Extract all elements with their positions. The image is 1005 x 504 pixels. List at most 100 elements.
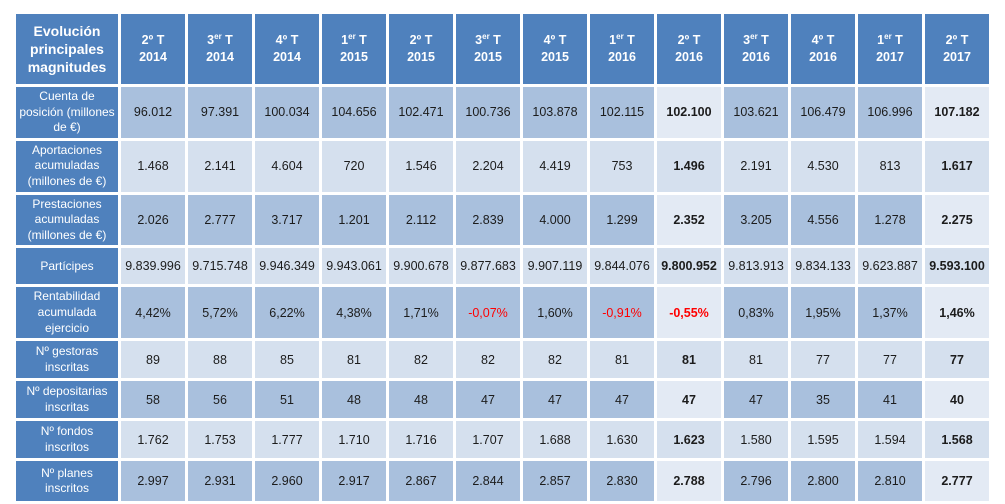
quarter-t-label: T: [424, 32, 433, 47]
table-cell: 106.996: [858, 87, 922, 138]
table-cell: 2.867: [389, 461, 453, 502]
table-row: Aportaciones acumuladas (millones de €) 1…: [16, 140, 989, 192]
table-cell: 9.623.887: [858, 248, 922, 285]
column-header: 2º T 2016: [657, 14, 721, 84]
quarter-t-label: T: [558, 32, 567, 47]
quarter-year: 2016: [675, 50, 703, 64]
row-label: Nº depositarias inscritas: [16, 381, 118, 419]
table-cell: 720: [322, 140, 386, 192]
quarter-ordinal: º: [416, 32, 422, 47]
table-cell: 2.275: [925, 194, 989, 246]
table-cell: 77: [925, 341, 989, 379]
table-cell: 1.762: [121, 421, 185, 459]
quarter-t-label: T: [627, 32, 635, 47]
table-cell: 9.813.913: [724, 248, 788, 285]
table-cell: 9.907.119: [523, 248, 587, 285]
table-cell: 1,37%: [858, 287, 922, 339]
table-cell: 9.943.061: [322, 248, 386, 285]
quarter-ordinal: er: [214, 31, 222, 41]
table-cell: 56: [188, 381, 252, 419]
table-cell: 102.115: [590, 87, 654, 138]
quarter-number: 2: [141, 32, 149, 47]
table-cell: 1.595: [791, 421, 855, 459]
table-row: Nº gestoras inscritas 89 88 85 81 82 82 82 81 81 8…: [16, 341, 989, 379]
quarter-number: 2: [409, 32, 417, 47]
table-cell: 1.496: [657, 140, 721, 192]
table-cell: 2.844: [456, 461, 520, 502]
table-cell: 1.468: [121, 140, 185, 192]
table-cell: 9.800.952: [657, 248, 721, 285]
row-label: Aportaciones acumuladas (millones de €): [16, 140, 118, 192]
table-cell: 9.834.133: [791, 248, 855, 285]
quarter-year: 2016: [608, 50, 636, 64]
table-cell: 88: [188, 341, 252, 379]
table-cell: 47: [590, 381, 654, 419]
quarter-number: 3: [743, 32, 751, 47]
quarter-t-label: T: [761, 32, 769, 47]
quarter-year: 2015: [474, 50, 502, 64]
table-cell: 103.878: [523, 87, 587, 138]
quarter-t-label: T: [960, 32, 969, 47]
table-cell: 1,95%: [791, 287, 855, 339]
table-cell: 6,22%: [255, 287, 319, 339]
table-cell: 81: [724, 341, 788, 379]
table-cell: 82: [523, 341, 587, 379]
quarter-number: 4: [275, 32, 283, 47]
quarter-number: 2: [945, 32, 953, 47]
table-row: Cuenta de posición (millones de €) 96.012…: [16, 87, 989, 138]
table-cell: 1.580: [724, 421, 788, 459]
table-cell: 9.946.349: [255, 248, 319, 285]
table-cell: 47: [456, 381, 520, 419]
table-cell: 2.141: [188, 140, 252, 192]
row-label: Cuenta de posición (millones de €): [16, 87, 118, 138]
table-cell: 1.630: [590, 421, 654, 459]
table-cell: 82: [389, 341, 453, 379]
table-cell: 1.568: [925, 421, 989, 459]
table-cell: 2.191: [724, 140, 788, 192]
table-cell: 813: [858, 140, 922, 192]
column-header: 2º T 2014: [121, 14, 185, 84]
row-label: Nº gestoras inscritas: [16, 341, 118, 379]
table-cell: 2.796: [724, 461, 788, 502]
quarter-t-label: T: [692, 32, 701, 47]
table-cell: 77: [791, 341, 855, 379]
quarter-ordinal: º: [952, 32, 958, 47]
table-cell: 2.960: [255, 461, 319, 502]
table-cell: 100.034: [255, 87, 319, 138]
table-cell: 9.877.683: [456, 248, 520, 285]
table-cell: 1,60%: [523, 287, 587, 339]
table-cell: 96.012: [121, 87, 185, 138]
table-row: Rentabilidad acumulada ejercicio 4,42% 5,7…: [16, 287, 989, 339]
table-cell: 2.777: [925, 461, 989, 502]
table-cell: 9.844.076: [590, 248, 654, 285]
table-cell: 51: [255, 381, 319, 419]
quarter-ordinal: º: [282, 32, 288, 47]
table-cell: 1.753: [188, 421, 252, 459]
column-header: 2º T 2015: [389, 14, 453, 84]
table-cell: 104.656: [322, 87, 386, 138]
table-cell: 2.352: [657, 194, 721, 246]
table-row: Nº fondos inscritos 1.762 1.753 1.777 1.710 1…: [16, 421, 989, 459]
table-cell: 2.857: [523, 461, 587, 502]
quarter-year: 2017: [876, 50, 904, 64]
table-head: Evolución principales magnitudes 2º T 201…: [16, 14, 989, 84]
table-cell: 4.530: [791, 140, 855, 192]
table-cell: 81: [322, 341, 386, 379]
table-cell: 2.839: [456, 194, 520, 246]
table-cell: 1.777: [255, 421, 319, 459]
table-cell: 4.419: [523, 140, 587, 192]
table-cell: 47: [657, 381, 721, 419]
table-title: Evolución principales magnitudes: [16, 14, 118, 84]
row-label: Partícipes: [16, 248, 118, 285]
table-cell: 35: [791, 381, 855, 419]
table-cell: 47: [523, 381, 587, 419]
table-cell: 9.900.678: [389, 248, 453, 285]
table-cell: 1.716: [389, 421, 453, 459]
quarter-ordinal: er: [482, 31, 490, 41]
column-header: 1er T 2015: [322, 14, 386, 84]
table-cell: 2.788: [657, 461, 721, 502]
table-cell: 48: [389, 381, 453, 419]
row-label: Prestaciones acumuladas (millones de €): [16, 194, 118, 246]
table-cell: 100.736: [456, 87, 520, 138]
